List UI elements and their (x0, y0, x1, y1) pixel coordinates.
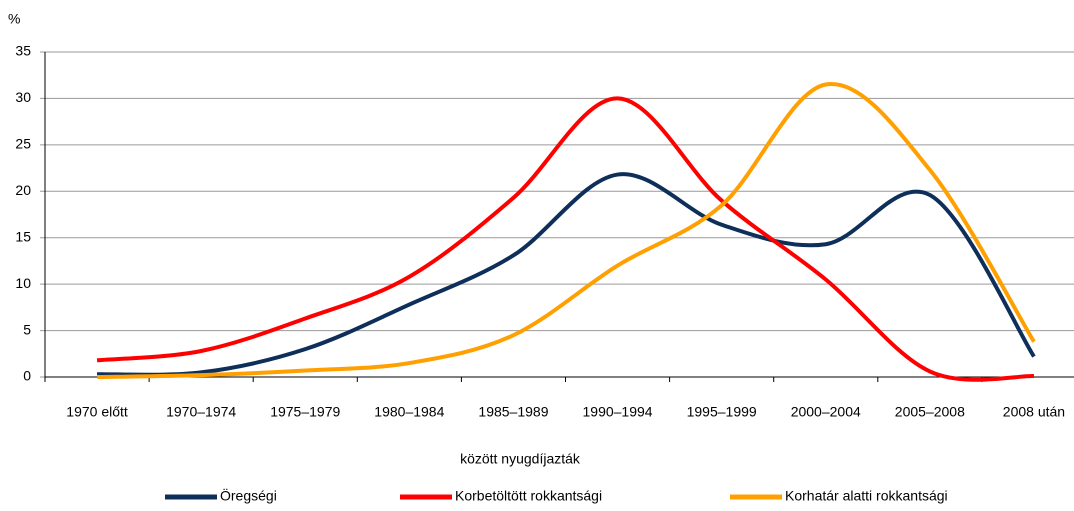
y-tick-label: 0 (23, 368, 31, 384)
x-tick-label: 1985–1989 (478, 404, 548, 420)
series-line (96, 96, 1035, 382)
x-tick-label: 1970 előtt (66, 404, 128, 420)
y-tick-label: 25 (15, 136, 31, 152)
x-axis-label: között nyugdíjazták (460, 451, 581, 467)
y-tick-label: 20 (15, 182, 31, 198)
x-tick-label: 2008 után (1003, 404, 1065, 420)
legend-label: Öregségi (220, 487, 277, 504)
y-tick-label: 10 (15, 275, 31, 291)
y-tick-label: 35 (15, 43, 31, 59)
legend-label: Korbetöltött rokkantsági (455, 488, 602, 504)
y-tick-label: 5 (23, 321, 31, 337)
legend-label: Korhatár alatti rokkantsági (785, 488, 948, 504)
x-tick-label: 1970–1974 (166, 404, 236, 420)
y-unit: % (8, 11, 20, 27)
x-tick-label: 2000–2004 (791, 404, 861, 420)
x-tick-label: 1995–1999 (687, 404, 757, 420)
y-tick-label: 30 (15, 89, 31, 105)
x-tick-label: 1980–1984 (374, 404, 444, 420)
y-tick-label: 15 (15, 228, 31, 244)
x-tick-label: 2005–2008 (895, 404, 965, 420)
x-tick-label: 1975–1979 (270, 404, 340, 420)
series-line (97, 82, 1036, 379)
x-tick-label: 1990–1994 (583, 404, 653, 420)
series-line (97, 172, 1036, 377)
